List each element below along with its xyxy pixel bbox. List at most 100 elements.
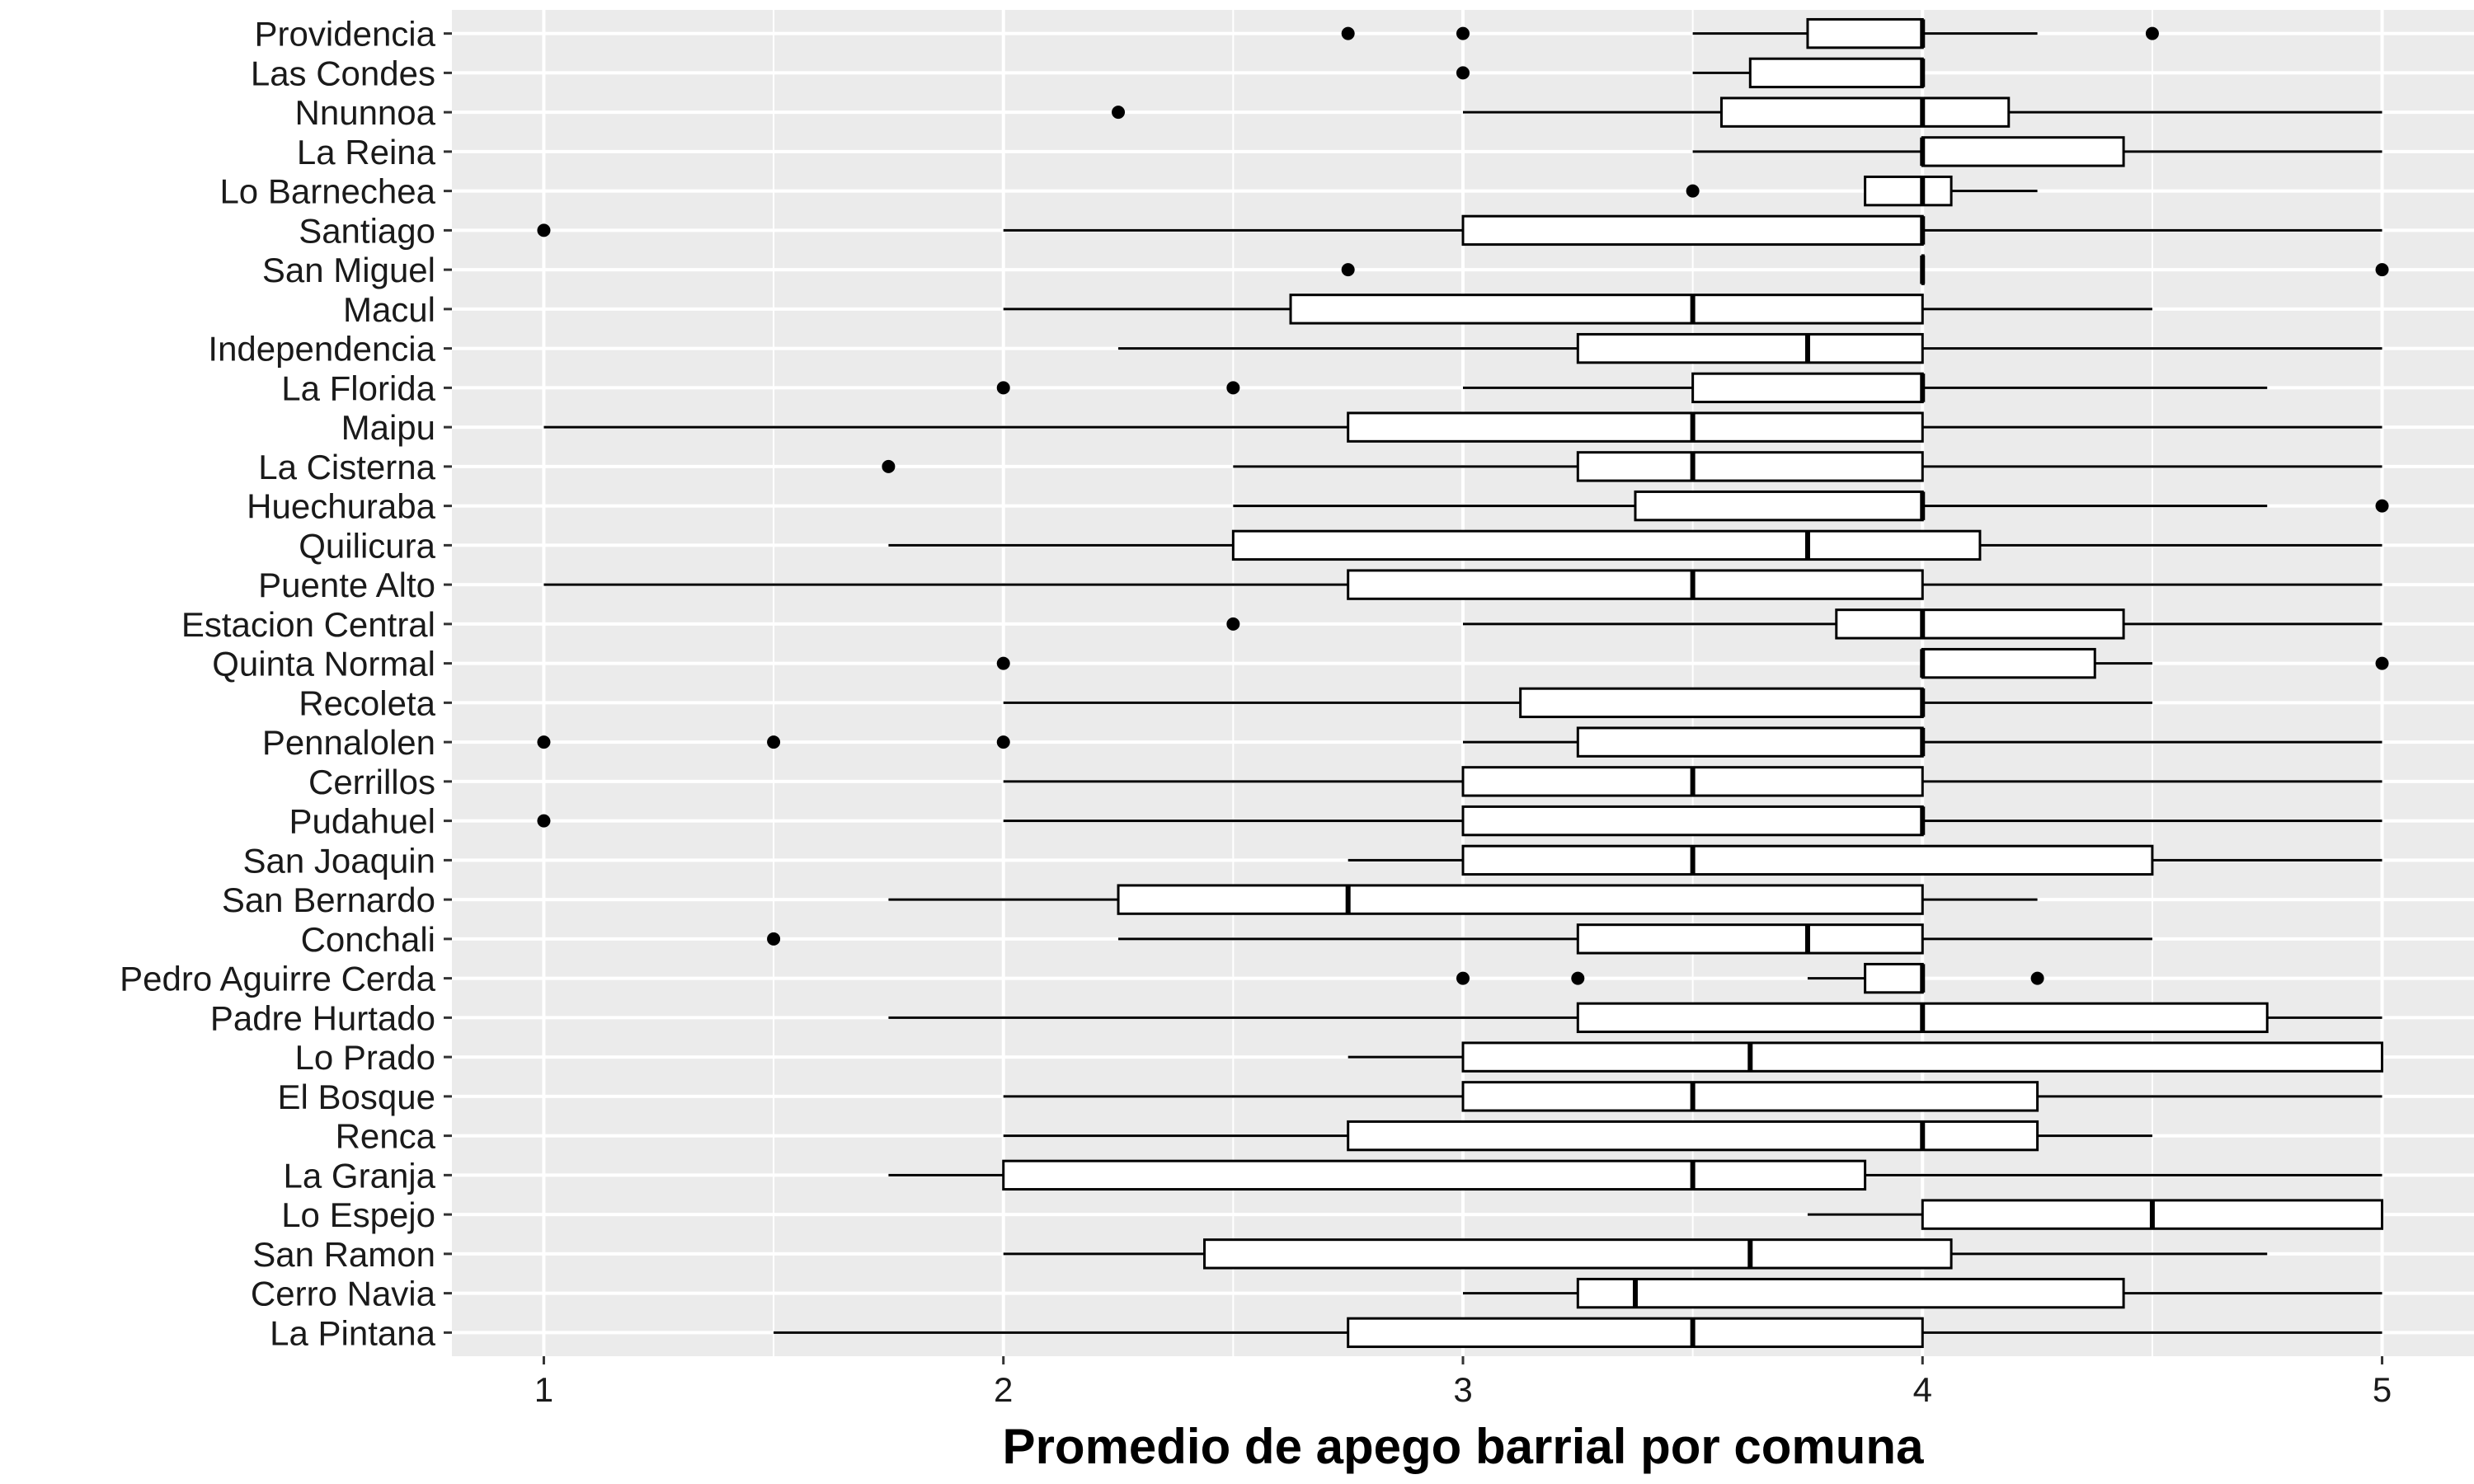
box-la-florida <box>996 372 2268 404</box>
box-iqr <box>1719 96 2011 128</box>
box-san-bernardo <box>888 884 2038 915</box>
y-tick-label: Providencia <box>255 15 436 54</box>
box-san-joaquin <box>1348 844 2382 876</box>
box-iqr <box>1117 884 1924 915</box>
box-iqr <box>1461 1081 2039 1112</box>
y-tick-label: Quilicura <box>299 526 435 565</box>
box-quinta-normal <box>996 647 2389 679</box>
x-tick-label: 2 <box>994 1370 1013 1409</box>
outlier-point <box>1456 971 1470 985</box>
box-pennalolen <box>537 726 2382 758</box>
y-tick-label: La Pintana <box>270 1313 435 1352</box>
outlier-point <box>1226 381 1240 395</box>
outlier-point <box>767 932 781 946</box>
y-tick-label: Maipu <box>341 408 435 447</box>
y-tick-label: Lo Espejo <box>281 1195 435 1234</box>
outlier-point <box>1341 26 1355 40</box>
y-tick-label: Las Condes <box>251 54 435 92</box>
outlier-point <box>996 735 1010 749</box>
outlier-point <box>2145 26 2159 40</box>
box-san-miguel <box>1341 254 2389 285</box>
outlier-point <box>1456 66 1470 80</box>
outlier-point <box>2030 971 2044 985</box>
box-iqr <box>1461 805 1924 837</box>
outlier-point <box>537 735 551 749</box>
y-tick-label: Lo Prado <box>295 1038 435 1077</box>
x-tick-label: 3 <box>1453 1370 1472 1409</box>
box-iqr <box>1921 136 2125 167</box>
outlier-point <box>2375 499 2389 513</box>
box-iqr <box>1576 726 1924 758</box>
box-iqr <box>1002 1159 1867 1191</box>
box-iqr <box>1519 687 1924 719</box>
box-cerro-navia <box>1463 1277 2382 1309</box>
outlier-point <box>1456 26 1470 40</box>
outlier-point <box>996 656 1010 670</box>
box-lo-espejo <box>1807 1199 2384 1230</box>
box-pudahuel <box>537 805 2382 837</box>
y-tick-label: San Miguel <box>262 251 435 289</box>
box-iqr <box>1576 1277 2125 1309</box>
box-iqr <box>1347 1317 1924 1349</box>
box-iqr <box>1347 1120 2039 1152</box>
outlier-point <box>767 735 781 749</box>
box-iqr <box>1576 451 1924 482</box>
y-tick-label: Lo Barnechea <box>219 172 435 211</box>
box-cerrillos <box>1003 766 2382 797</box>
y-tick-label: La Granja <box>284 1156 436 1195</box>
box-el-bosque <box>1003 1081 2382 1112</box>
box-conchali <box>767 923 2152 955</box>
box-iqr <box>1864 175 1953 207</box>
box-la-granja <box>888 1159 2382 1191</box>
x-tick-label: 1 <box>534 1370 553 1409</box>
box-lo-prado <box>1348 1041 2384 1073</box>
box-pedro-aguirre-cerda <box>1456 962 2044 994</box>
y-tick-label: Pudahuel <box>289 802 436 841</box>
box-nnunnoa <box>1112 96 2382 128</box>
y-tick-label: Estacion Central <box>181 605 435 644</box>
box-independencia <box>1118 332 2382 364</box>
y-tick-label: Pedro Aguirre Cerda <box>120 960 436 998</box>
box-iqr <box>1691 372 1924 404</box>
y-tick-label: Independencia <box>208 330 435 369</box>
box-iqr <box>1748 57 1924 89</box>
y-tick-label: Nnunnoa <box>295 93 436 132</box>
box-iqr <box>1461 214 1924 247</box>
y-tick-label: Quinta Normal <box>212 645 435 683</box>
outlier-point <box>996 381 1010 395</box>
box-puente-alto <box>543 569 2382 600</box>
box-san-ramon <box>1003 1238 2268 1270</box>
box-macul <box>1003 294 2152 325</box>
y-tick-label: San Ramon <box>252 1235 435 1274</box>
box-iqr <box>1576 332 1924 364</box>
outlier-point <box>1341 263 1355 277</box>
outlier-point <box>2375 263 2389 277</box>
box-iqr <box>1461 1041 2384 1073</box>
x-tick-label: 4 <box>1913 1370 1932 1409</box>
box-renca <box>1003 1120 2152 1152</box>
box-iqr <box>1576 923 1924 955</box>
box-huechuraba <box>1233 490 2389 522</box>
outlier-point <box>1686 184 1700 198</box>
box-iqr <box>1634 490 1924 522</box>
box-las-condes <box>1456 57 1926 89</box>
y-tick-label: Recoleta <box>299 683 435 722</box>
box-iqr <box>1289 294 1924 325</box>
box-quilicura <box>888 529 2382 561</box>
y-tick-label: Cerrillos <box>308 763 435 801</box>
y-tick-label: Cerro Navia <box>251 1275 436 1313</box>
box-iqr <box>1231 529 1982 561</box>
y-tick-label: La Florida <box>281 369 435 407</box>
box-recoleta <box>1003 687 2152 719</box>
box-estacion-central <box>1226 608 2382 640</box>
box-la-pintana <box>774 1317 2382 1349</box>
box-iqr <box>1864 962 1924 994</box>
box-la-reina <box>1692 136 2382 167</box>
y-tick-label: Puente Alto <box>258 566 435 604</box>
box-iqr <box>1921 647 2096 679</box>
y-tick-label: Renca <box>336 1117 436 1156</box>
y-tick-label: La Cisterna <box>258 448 435 486</box>
y-tick-label: El Bosque <box>278 1078 435 1116</box>
box-maipu <box>543 411 2382 443</box>
